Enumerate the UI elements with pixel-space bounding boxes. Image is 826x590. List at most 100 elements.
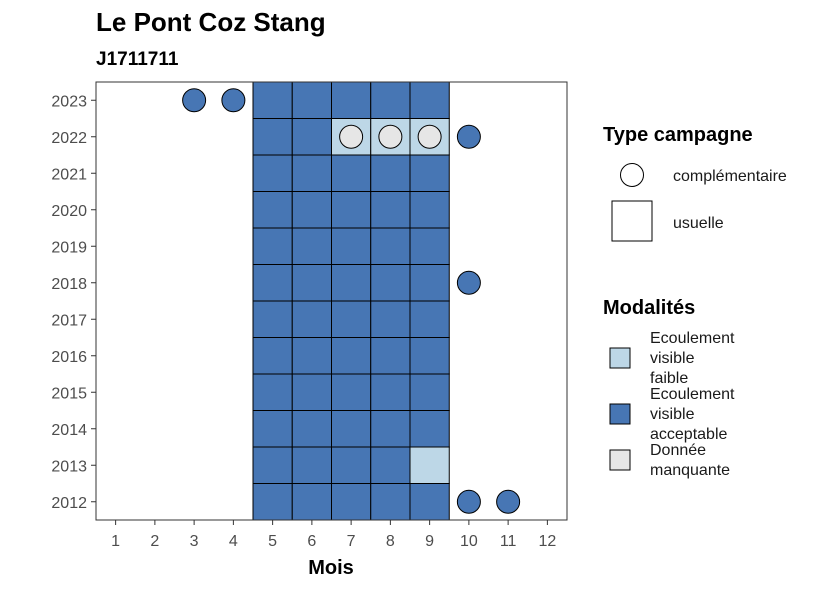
cell-2018-6 [291, 264, 332, 302]
cell-2018-5 [252, 264, 293, 302]
cell-2013-8 [370, 446, 411, 484]
cell-2016-8 [370, 337, 411, 375]
cell-2014-5 [252, 410, 293, 448]
y-tick-label-2018: 2018 [51, 276, 87, 293]
y-tick-label-2015: 2015 [51, 385, 87, 402]
cell-2015-7 [331, 373, 372, 411]
legend-modalites: Modalités EcoulementvisiblefaibleEcoulem… [603, 297, 735, 479]
cell-2023-8 [370, 81, 411, 119]
point-2022-7 [339, 124, 364, 149]
y-tick-label-2016: 2016 [51, 349, 87, 366]
legend-fill-key-0 [609, 347, 631, 369]
panel-border [95, 81, 568, 521]
y-tick-label-2019: 2019 [51, 239, 87, 256]
legend-fill-label-1-1: visible [650, 406, 695, 423]
cell-2016-7 [331, 337, 372, 375]
heatmap-cells [252, 81, 450, 521]
y-tick-label-2012: 2012 [51, 495, 87, 512]
cell-2019-8 [370, 227, 411, 265]
cell-2019-9 [409, 227, 450, 265]
cell-2014-8 [370, 410, 411, 448]
y-tick-label-2020: 2020 [51, 203, 87, 220]
cell-2015-9 [409, 373, 450, 411]
cell-2018-9 [409, 264, 450, 302]
cell-2013-5 [252, 446, 293, 484]
legend-fill-label-2-1: manquante [650, 462, 730, 479]
legend-type-campagne: Type campagne complémentaire usuelle [603, 124, 787, 242]
x-tick-label-3: 3 [190, 533, 199, 550]
x-tick-label-5: 5 [268, 533, 277, 550]
legend-square-key [611, 200, 653, 242]
cell-2023-5 [252, 81, 293, 119]
cell-2019-5 [252, 227, 293, 265]
y-tick-label-2023: 2023 [51, 93, 87, 110]
cell-2016-9 [409, 337, 450, 375]
cell-2020-5 [252, 191, 293, 229]
cell-2015-5 [252, 373, 293, 411]
cell-2012-5 [252, 483, 293, 521]
x-tick-label-9: 9 [425, 533, 434, 550]
cell-2021-7 [331, 154, 372, 192]
cell-2019-7 [331, 227, 372, 265]
cell-2021-9 [409, 154, 450, 192]
x-tick-label-12: 12 [538, 533, 556, 550]
legend-shape-label-complementaire: complémentaire [673, 168, 787, 185]
y-tick-label-2013: 2013 [51, 458, 87, 475]
cell-2020-8 [370, 191, 411, 229]
cell-2017-9 [409, 300, 450, 338]
legend-circle-key [620, 163, 644, 187]
cell-2023-9 [409, 81, 450, 119]
cell-2018-7 [331, 264, 372, 302]
y-tick-label-2014: 2014 [51, 422, 87, 439]
cell-2016-6 [291, 337, 332, 375]
y-tick-label-2017: 2017 [51, 312, 87, 329]
chart-title: Le Pont Coz Stang [96, 7, 326, 37]
point-2023-3 [182, 88, 207, 113]
cell-2012-6 [291, 483, 332, 521]
point-2022-9 [417, 124, 442, 149]
cell-2013-6 [291, 446, 332, 484]
legend-fill-label-2-0: Donnée [650, 442, 706, 459]
cell-2020-7 [331, 191, 372, 229]
x-axis: 1 2 3 4 5 6 7 8 9 10 11 12 [111, 520, 556, 550]
cell-2021-6 [291, 154, 332, 192]
cell-2015-6 [291, 373, 332, 411]
cell-2019-6 [291, 227, 332, 265]
cell-2021-5 [252, 154, 293, 192]
cell-2018-8 [370, 264, 411, 302]
cell-2020-9 [409, 191, 450, 229]
cell-2012-9 [409, 483, 450, 521]
cell-2017-6 [291, 300, 332, 338]
cell-2015-8 [370, 373, 411, 411]
point-2012-10 [456, 489, 481, 514]
complementary-points [182, 88, 521, 514]
cell-2014-9 [409, 410, 450, 448]
chart-subtitle: J1711711 [96, 49, 179, 70]
y-tick-label-2022: 2022 [51, 130, 87, 147]
legend-fill-label-0-1: visible [650, 350, 695, 367]
cell-2022-6 [291, 118, 332, 156]
x-tick-label-4: 4 [229, 533, 238, 550]
legend-fill-title: Modalités [603, 297, 695, 319]
x-tick-label-11: 11 [500, 533, 517, 550]
x-tick-label-6: 6 [307, 533, 316, 550]
x-tick-label-2: 2 [150, 533, 159, 550]
legend-shape-title: Type campagne [603, 124, 753, 146]
cell-2020-6 [291, 191, 332, 229]
cell-2022-5 [252, 118, 293, 156]
cell-2017-8 [370, 300, 411, 338]
cell-2023-6 [291, 81, 332, 119]
cell-2023-7 [331, 81, 372, 119]
cell-2012-7 [331, 483, 372, 521]
legend-shape-label-usuelle: usuelle [673, 215, 724, 232]
legend-fill-label-1-0: Ecoulement [650, 386, 735, 403]
y-axis: 2012 2013 2014 2015 2016 2017 2018 2019 2020 2021… [51, 93, 96, 512]
point-2022-8 [378, 124, 403, 149]
cell-2016-5 [252, 337, 293, 375]
cell-2021-8 [370, 154, 411, 192]
point-2018-10 [456, 270, 481, 295]
point-2012-11 [496, 489, 521, 514]
cell-2012-8 [370, 483, 411, 521]
point-2023-4 [221, 88, 246, 113]
